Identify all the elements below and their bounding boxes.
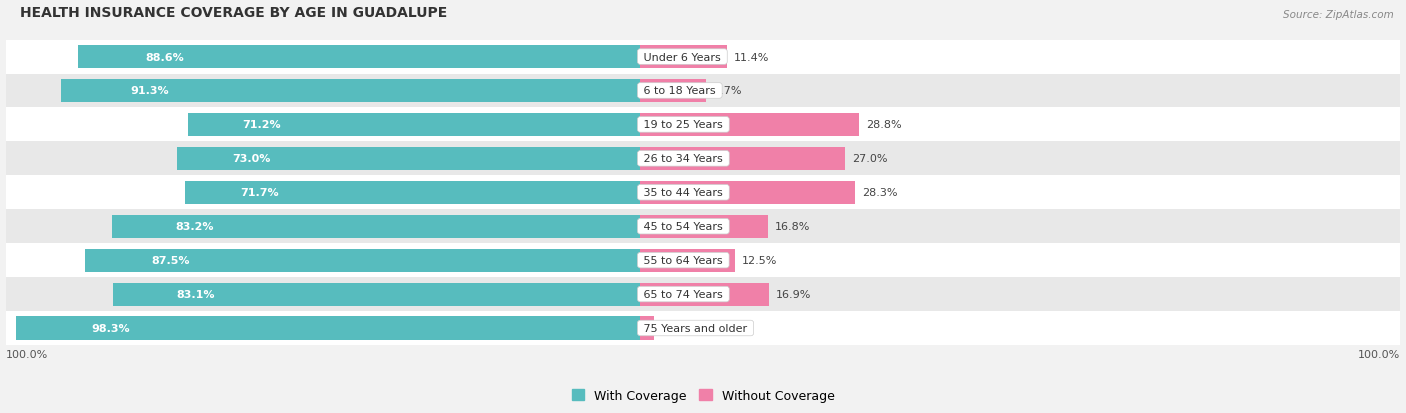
Text: 6 to 18 Years: 6 to 18 Years <box>640 86 720 96</box>
Text: 88.6%: 88.6% <box>145 52 184 62</box>
Bar <box>640 181 855 204</box>
Text: 55 to 64 Years: 55 to 64 Years <box>640 256 727 266</box>
Bar <box>640 80 706 103</box>
Text: 28.8%: 28.8% <box>866 120 901 130</box>
Text: 83.1%: 83.1% <box>176 290 215 299</box>
Bar <box>6 142 1400 176</box>
Bar <box>60 80 640 103</box>
Bar <box>640 283 769 306</box>
Text: 75 Years and older: 75 Years and older <box>640 323 751 333</box>
Text: 19 to 25 Years: 19 to 25 Years <box>640 120 727 130</box>
Bar <box>112 283 640 306</box>
Bar <box>6 176 1400 210</box>
Text: 45 to 54 Years: 45 to 54 Years <box>640 222 727 232</box>
Text: 73.0%: 73.0% <box>232 154 271 164</box>
Text: 87.5%: 87.5% <box>152 256 190 266</box>
Text: Source: ZipAtlas.com: Source: ZipAtlas.com <box>1282 9 1393 20</box>
Bar <box>640 46 727 69</box>
Text: 71.7%: 71.7% <box>240 188 278 198</box>
Bar <box>640 317 654 340</box>
Bar <box>640 114 859 137</box>
Bar <box>6 311 1400 345</box>
Text: 100.0%: 100.0% <box>6 349 48 359</box>
Bar <box>6 278 1400 311</box>
Bar <box>112 215 640 238</box>
Bar <box>6 210 1400 244</box>
Text: 16.9%: 16.9% <box>776 290 811 299</box>
Legend: With Coverage, Without Coverage: With Coverage, Without Coverage <box>567 384 839 407</box>
Text: 100.0%: 100.0% <box>1358 349 1400 359</box>
Bar <box>6 40 1400 74</box>
Text: 8.7%: 8.7% <box>713 86 742 96</box>
Text: 26 to 34 Years: 26 to 34 Years <box>640 154 727 164</box>
Text: HEALTH INSURANCE COVERAGE BY AGE IN GUADALUPE: HEALTH INSURANCE COVERAGE BY AGE IN GUAD… <box>20 6 447 20</box>
Bar <box>640 147 845 171</box>
Text: 83.2%: 83.2% <box>176 222 214 232</box>
Text: 71.2%: 71.2% <box>243 120 281 130</box>
Text: 35 to 44 Years: 35 to 44 Years <box>640 188 727 198</box>
Text: 12.5%: 12.5% <box>742 256 778 266</box>
Text: Under 6 Years: Under 6 Years <box>640 52 724 62</box>
Text: 65 to 74 Years: 65 to 74 Years <box>640 290 727 299</box>
Bar <box>640 215 768 238</box>
Text: 16.8%: 16.8% <box>775 222 810 232</box>
Text: 27.0%: 27.0% <box>852 154 889 164</box>
Bar <box>177 147 640 171</box>
Bar <box>77 46 640 69</box>
Text: 91.3%: 91.3% <box>131 86 169 96</box>
Bar <box>188 114 640 137</box>
Bar <box>84 249 640 272</box>
Bar <box>6 74 1400 108</box>
Text: 98.3%: 98.3% <box>91 323 129 333</box>
Text: 28.3%: 28.3% <box>862 188 898 198</box>
Bar <box>640 249 735 272</box>
Bar <box>186 181 640 204</box>
Text: 11.4%: 11.4% <box>734 52 769 62</box>
Bar <box>6 244 1400 278</box>
Bar <box>17 317 640 340</box>
Bar <box>6 108 1400 142</box>
Text: 1.8%: 1.8% <box>661 323 689 333</box>
